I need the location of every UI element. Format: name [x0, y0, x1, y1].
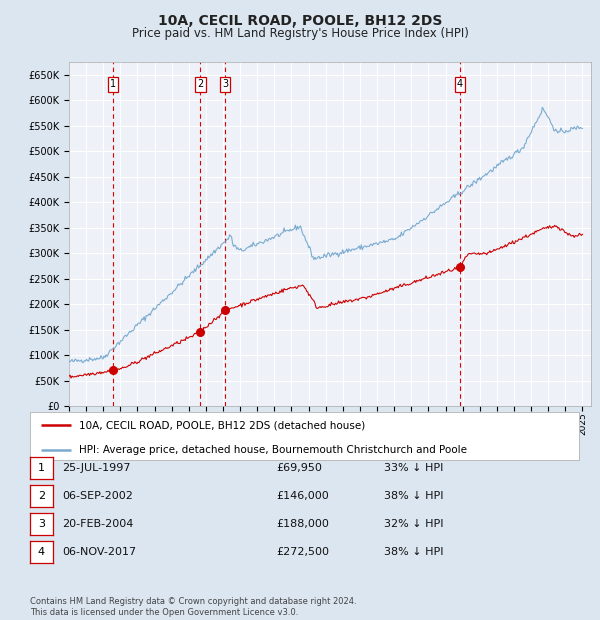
Text: 06-SEP-2002: 06-SEP-2002 [62, 491, 133, 501]
Text: 3: 3 [38, 519, 45, 529]
Text: 33% ↓ HPI: 33% ↓ HPI [384, 463, 443, 473]
Text: Price paid vs. HM Land Registry's House Price Index (HPI): Price paid vs. HM Land Registry's House … [131, 27, 469, 40]
Text: 4: 4 [38, 547, 45, 557]
Text: HPI: Average price, detached house, Bournemouth Christchurch and Poole: HPI: Average price, detached house, Bour… [79, 445, 467, 454]
Text: 38% ↓ HPI: 38% ↓ HPI [384, 491, 443, 501]
Text: 32% ↓ HPI: 32% ↓ HPI [384, 519, 443, 529]
Text: 4: 4 [457, 79, 463, 89]
Text: £188,000: £188,000 [276, 519, 329, 529]
Text: 1: 1 [110, 79, 116, 89]
Text: 25-JUL-1997: 25-JUL-1997 [62, 463, 130, 473]
Text: £69,950: £69,950 [276, 463, 322, 473]
Text: 2: 2 [38, 491, 45, 501]
Text: £272,500: £272,500 [276, 547, 329, 557]
Text: 2: 2 [197, 79, 203, 89]
Text: 06-NOV-2017: 06-NOV-2017 [62, 547, 136, 557]
Text: 1: 1 [38, 463, 45, 473]
Text: Contains HM Land Registry data © Crown copyright and database right 2024.
This d: Contains HM Land Registry data © Crown c… [30, 598, 356, 617]
Text: 3: 3 [222, 79, 229, 89]
Text: 10A, CECIL ROAD, POOLE, BH12 2DS: 10A, CECIL ROAD, POOLE, BH12 2DS [158, 14, 442, 28]
Text: 10A, CECIL ROAD, POOLE, BH12 2DS (detached house): 10A, CECIL ROAD, POOLE, BH12 2DS (detach… [79, 420, 365, 430]
Text: 20-FEB-2004: 20-FEB-2004 [62, 519, 133, 529]
Text: 38% ↓ HPI: 38% ↓ HPI [384, 547, 443, 557]
Text: £146,000: £146,000 [276, 491, 329, 501]
